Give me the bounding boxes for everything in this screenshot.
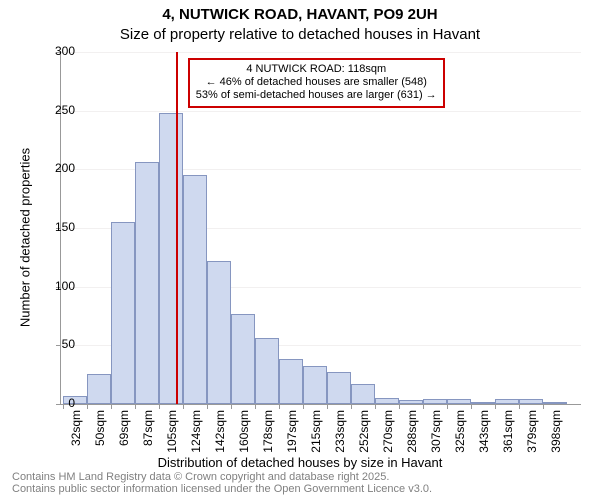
y-tick-label: 0	[35, 396, 75, 410]
x-tick	[135, 404, 136, 409]
histogram-bar	[135, 162, 159, 404]
x-tick	[519, 404, 520, 409]
histogram-bar	[87, 374, 111, 405]
y-tick-label: 100	[35, 279, 75, 293]
x-tick	[87, 404, 88, 409]
y-tick-label: 200	[35, 161, 75, 175]
histogram-bar	[399, 400, 423, 404]
histogram-bar	[375, 398, 399, 404]
histogram-bar	[423, 399, 447, 404]
chart-title-line2: Size of property relative to detached ho…	[0, 26, 600, 43]
histogram-bar	[159, 113, 183, 404]
y-tick-label: 50	[35, 337, 75, 351]
histogram-bar	[471, 402, 495, 404]
x-tick	[159, 404, 160, 409]
x-tick	[255, 404, 256, 409]
x-tick	[495, 404, 496, 409]
annotation-line: 4 NUTWICK ROAD: 118sqm	[196, 63, 437, 76]
x-tick	[399, 404, 400, 409]
x-tick	[183, 404, 184, 409]
histogram-bar	[183, 175, 207, 404]
x-tick	[207, 404, 208, 409]
y-tick-label: 250	[35, 103, 75, 117]
annotation-box: 4 NUTWICK ROAD: 118sqm← 46% of detached …	[188, 58, 445, 108]
chart-container: 4, NUTWICK ROAD, HAVANT, PO9 2UH Size of…	[0, 0, 600, 500]
x-tick	[375, 404, 376, 409]
y-tick-label: 150	[35, 220, 75, 234]
y-tick-label: 300	[35, 44, 75, 58]
histogram-bar	[207, 261, 231, 404]
x-axis-label: Distribution of detached houses by size …	[0, 455, 600, 470]
histogram-bar	[111, 222, 135, 404]
footer-line1: Contains HM Land Registry data © Crown c…	[12, 471, 582, 484]
x-tick	[111, 404, 112, 409]
x-tick	[231, 404, 232, 409]
footer-attribution: Contains HM Land Registry data © Crown c…	[12, 471, 582, 496]
chart-title-line1: 4, NUTWICK ROAD, HAVANT, PO9 2UH	[0, 6, 600, 23]
annotation-line: ← 46% of detached houses are smaller (54…	[196, 76, 437, 89]
histogram-bar	[279, 359, 303, 404]
footer-line2: Contains public sector information licen…	[12, 483, 582, 496]
x-tick	[471, 404, 472, 409]
marker-line	[176, 52, 178, 404]
y-axis-label: Number of detached properties	[18, 73, 33, 403]
x-tick	[543, 404, 544, 409]
histogram-bar	[327, 372, 351, 404]
annotation-line: 53% of semi-detached houses are larger (…	[196, 89, 437, 102]
x-tick	[327, 404, 328, 409]
gridline	[61, 111, 581, 112]
gridline	[61, 52, 581, 53]
histogram-bar	[495, 399, 519, 404]
x-tick	[447, 404, 448, 409]
x-tick	[423, 404, 424, 409]
x-tick	[351, 404, 352, 409]
histogram-bar	[543, 402, 567, 404]
x-tick	[279, 404, 280, 409]
histogram-bar	[519, 399, 543, 404]
histogram-bar	[447, 399, 471, 404]
histogram-bar	[351, 384, 375, 404]
plot-area: 32sqm50sqm69sqm87sqm105sqm124sqm142sqm16…	[60, 52, 581, 405]
histogram-bar	[231, 314, 255, 404]
histogram-bar	[303, 366, 327, 404]
histogram-bar	[255, 338, 279, 404]
x-tick	[303, 404, 304, 409]
